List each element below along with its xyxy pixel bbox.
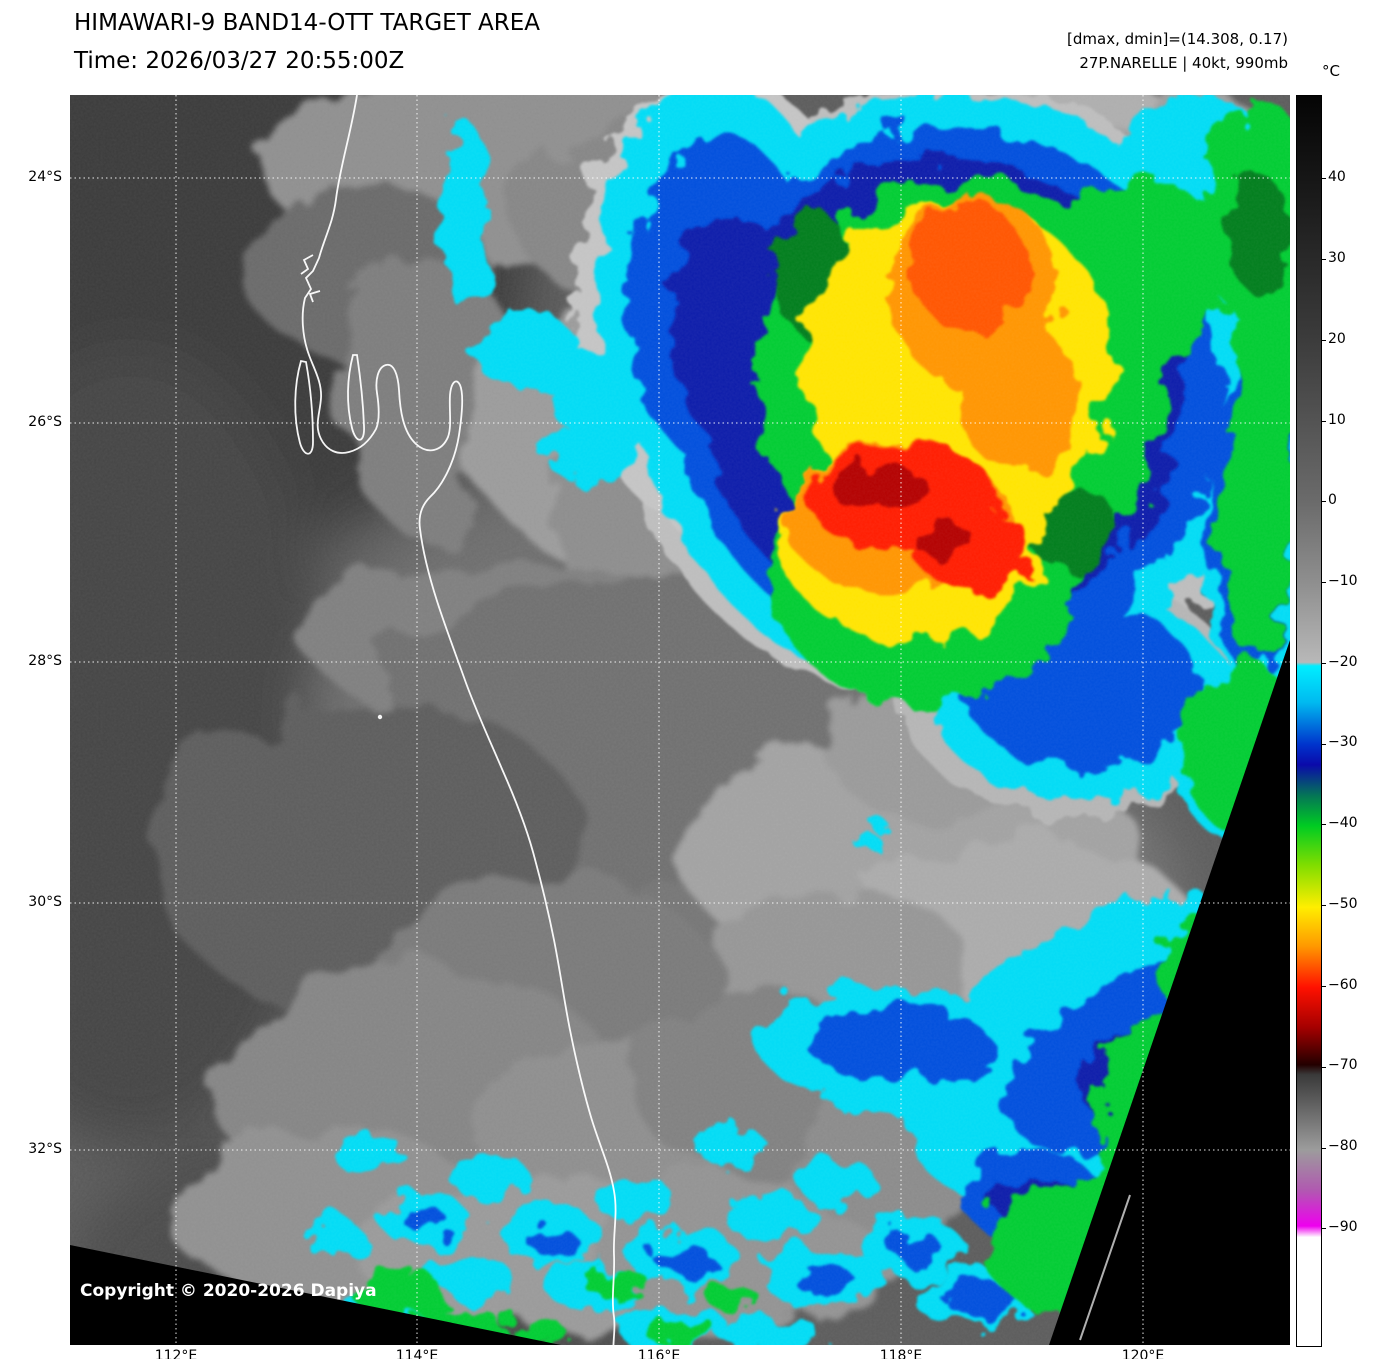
colorbar-tick-label: 0 [1328,492,1337,508]
page-title: HIMAWARI-9 BAND14-OTT TARGET AREA [74,10,541,36]
colorbar-tick-label: 10 [1328,412,1346,428]
lat-label-30s: 30°S [28,894,62,910]
colorbar-tick-label: −30 [1328,734,1358,750]
colorbar-tickmark [1321,340,1326,341]
colorbar-unit: °C [1322,62,1340,80]
colorbar-tick-label: −10 [1328,573,1358,589]
colorbar-tickmark [1321,1148,1326,1149]
colorbar-tick-label: −40 [1328,815,1358,831]
storm-info: 27P.NARELLE | 40kt, 990mb [1079,54,1288,72]
colorbar-tick-label: −70 [1328,1057,1358,1073]
noise-overlay [70,95,1290,1345]
lat-label-28s: 28°S [28,653,62,669]
lon-label-114e: 114°E [395,1348,439,1359]
timestamp: Time: 2026/03/27 20:55:00Z [74,48,405,74]
lat-label-26s: 26°S [28,414,62,430]
colorbar-tick-label: 40 [1328,169,1346,185]
colorbar-tickmark [1321,744,1326,745]
swath-edge-highlight [1079,1194,1131,1341]
satellite-image [70,95,1290,1345]
colorbar-tickmark [1321,905,1326,906]
colorbar-tickmark [1321,259,1326,260]
colorbar-tickmark [1321,1228,1326,1229]
colorbar-tick-label: −50 [1328,896,1358,912]
lat-label-32s: 32°S [28,1141,62,1157]
graticule [70,95,1290,1345]
colorbar-tick-label: −60 [1328,977,1358,993]
colorbar-tick-label: 30 [1328,250,1346,266]
colorbar-tick-label: 20 [1328,331,1346,347]
colorbar-tickmark [1321,421,1326,422]
colorbar-tickmark [1321,582,1326,583]
lat-label-24s: 24°S [28,169,62,185]
coastline [294,95,617,1345]
colorbar-tickmark [1321,178,1326,179]
copyright-text: Copyright © 2020-2026 Dapiya [80,1281,377,1301]
lon-label-116e: 116°E [637,1348,681,1359]
satellite-map[interactable]: Copyright © 2020-2026 Dapiya [70,95,1290,1345]
colorbar-tickmark [1321,501,1326,502]
colorbar-tick-label: −90 [1328,1219,1358,1235]
colorbar-tick-label: −20 [1328,654,1358,670]
off-swath-mask [70,640,1290,1345]
lon-label-120e: 120°E [1121,1348,1165,1359]
temperature-colorbar [1296,95,1322,1347]
colorbar-tickmark [1321,824,1326,825]
dmax-dmin-readout: [dmax, dmin]=(14.308, 0.17) [1067,30,1288,48]
colorbar-tickmark [1321,986,1326,987]
colorbar-tickmark [1321,1067,1326,1068]
colorbar-tickmark [1321,663,1326,664]
lon-label-112e: 112°E [154,1348,198,1359]
colorbar-tick-label: −80 [1328,1138,1358,1154]
lon-label-118e: 118°E [879,1348,923,1359]
